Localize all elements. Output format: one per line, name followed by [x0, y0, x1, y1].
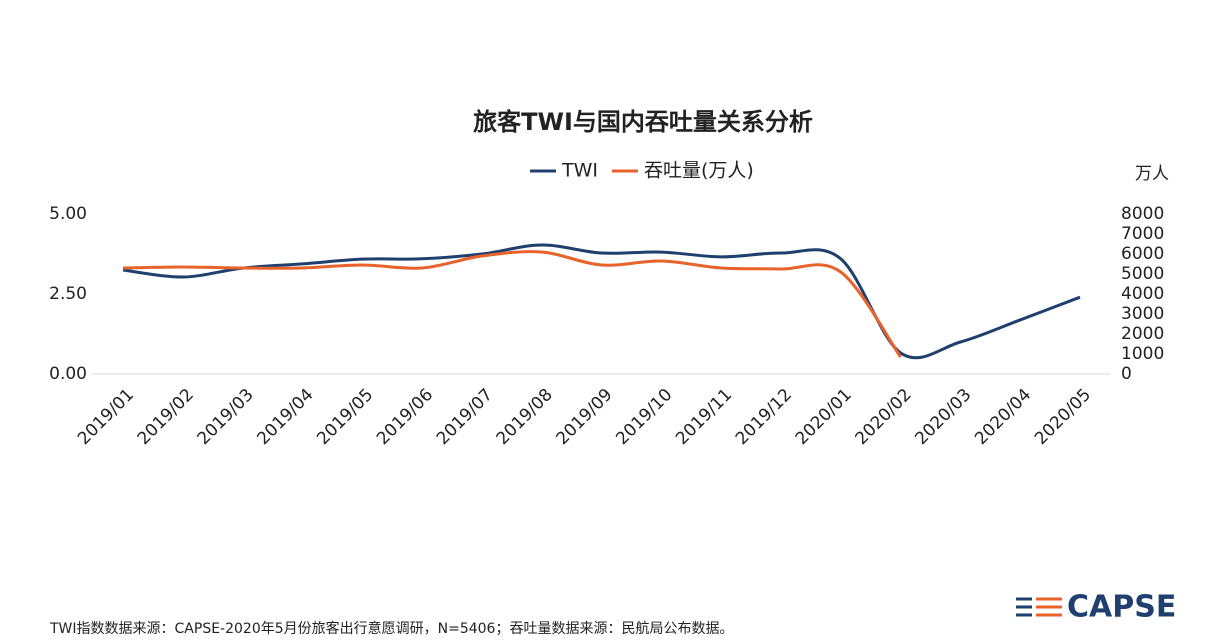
x-tick-label: 2019/09 — [552, 385, 616, 449]
series-line — [122, 250, 902, 358]
y2-tick-label: 4000 — [1121, 284, 1164, 304]
logo-icon — [1016, 597, 1062, 617]
y2-tick-label: 6000 — [1121, 244, 1164, 264]
legend-label: TWI — [561, 160, 598, 182]
series-line — [122, 243, 1081, 360]
footnote: TWI指数数据来源：CAPSE-2020年5月份旅客出行意愿调研，N=5406；… — [49, 620, 733, 637]
x-tick-label: 2019/05 — [313, 385, 377, 449]
x-tick-label: 2019/12 — [732, 385, 796, 449]
x-tick-label: 2020/03 — [911, 385, 975, 449]
y-tick-label: 5.00 — [49, 204, 87, 224]
legend-label: 吞吐量(万人) — [644, 160, 754, 182]
y2-tick-label: 3000 — [1121, 304, 1164, 324]
y-tick-label: 2.50 — [49, 284, 87, 304]
y2-tick-label: 2000 — [1121, 324, 1164, 344]
y2-tick-label: 5000 — [1121, 264, 1164, 284]
x-tick-label: 2019/08 — [493, 385, 557, 449]
y-tick-label: 0.00 — [49, 364, 87, 384]
chart-title: 旅客TWI与国内吞吐量关系分析 — [473, 108, 813, 136]
x-tick-label: 2019/06 — [373, 385, 437, 449]
x-tick-label: 2019/07 — [433, 385, 497, 449]
x-tick-label: 2019/02 — [134, 385, 198, 449]
x-tick-label: 2020/04 — [971, 385, 1035, 449]
x-tick-label: 2019/11 — [672, 385, 736, 449]
x-tick-label: 2020/01 — [792, 385, 856, 449]
x-tick-label: 2019/10 — [612, 385, 676, 449]
x-tick-label: 2019/04 — [253, 385, 317, 449]
y2-tick-label: 8000 — [1121, 204, 1164, 224]
x-tick-label: 2020/02 — [852, 385, 916, 449]
x-tick-label: 2019/03 — [194, 385, 258, 449]
y2-tick-label: 0 — [1121, 364, 1132, 384]
y2-axis-unit: 万人 — [1135, 164, 1169, 184]
y2-tick-label: 7000 — [1121, 224, 1164, 244]
x-tick-label: 2019/01 — [74, 385, 138, 449]
y2-tick-label: 1000 — [1121, 344, 1164, 364]
x-tick-label: 2020/05 — [1031, 385, 1095, 449]
logo-text: CAPSE — [1067, 590, 1176, 625]
